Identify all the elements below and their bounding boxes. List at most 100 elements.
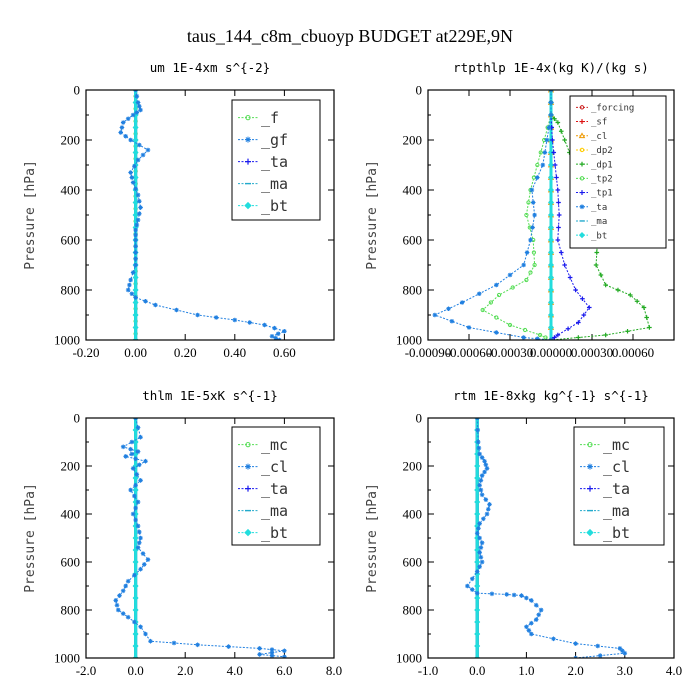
legend-marker (579, 119, 585, 124)
legend: _mc _cl _ta _ma _bt (231, 426, 321, 546)
series-tp2 (480, 90, 554, 340)
legend-marker (579, 161, 585, 167)
data-point (547, 274, 555, 281)
data-point (137, 198, 142, 204)
y-tick-label: 800 (61, 283, 81, 298)
data-point (580, 296, 585, 302)
y-tick-label: 1000 (54, 333, 80, 348)
legend-marker (578, 232, 586, 239)
data-point (132, 299, 139, 306)
data-point (529, 187, 535, 193)
data-point (524, 277, 529, 283)
data-point (546, 125, 552, 130)
data-point (474, 558, 481, 566)
data-point (634, 298, 640, 304)
data-point (272, 325, 277, 331)
data-point (547, 174, 555, 181)
data-point (135, 192, 141, 198)
data-point (488, 300, 493, 305)
y-tick-label: 200 (403, 133, 423, 148)
data-point (123, 583, 128, 589)
series-bt (132, 90, 139, 340)
x-tick-label: 4.0 (666, 663, 682, 678)
data-point (134, 93, 140, 99)
data-point (130, 112, 136, 118)
data-point (474, 486, 481, 494)
data-point (115, 607, 121, 613)
data-point (474, 630, 481, 638)
data-point (128, 277, 133, 283)
data-point (478, 554, 484, 560)
data-point (511, 592, 517, 598)
data-point (132, 474, 139, 482)
data-point (226, 644, 231, 649)
data-point (137, 540, 142, 546)
data-point (474, 590, 480, 596)
data-point (617, 646, 623, 651)
data-point (465, 583, 470, 589)
data-point (143, 458, 148, 464)
legend-label: _ma (261, 175, 288, 193)
data-point (132, 438, 139, 446)
data-point (647, 325, 652, 330)
data-point (481, 516, 486, 522)
data-point (474, 474, 481, 482)
plot-frame (85, 89, 335, 341)
data-point (544, 137, 550, 143)
data-point (532, 262, 537, 268)
data-point (474, 606, 481, 614)
y-tick-label: 200 (403, 459, 423, 474)
data-point (547, 299, 555, 306)
data-point (478, 545, 484, 550)
data-point (581, 312, 587, 318)
data-point (469, 576, 475, 582)
legend-label: _cl (591, 132, 607, 142)
x-tick-label: 0.00000 (530, 345, 572, 360)
data-point (135, 425, 141, 430)
plot-frame (427, 417, 675, 659)
legend-marker (245, 158, 251, 165)
x-tick-label: 2.0 (177, 663, 193, 678)
plot-frame (427, 89, 675, 341)
data-point (533, 602, 539, 608)
data-point (479, 492, 485, 498)
legend-marker (578, 132, 586, 139)
data-point (598, 272, 604, 278)
data-point (474, 530, 480, 536)
data-point (128, 487, 133, 493)
data-point (138, 566, 143, 572)
data-point (113, 598, 119, 603)
legend-label: _bt (261, 524, 288, 542)
data-point (132, 124, 139, 131)
data-point (140, 152, 146, 158)
legend-marker (579, 190, 585, 195)
data-point (449, 318, 455, 324)
data-point (174, 307, 179, 313)
data-point (132, 558, 139, 566)
x-tick-label: 0.00 (124, 345, 147, 360)
data-point (573, 287, 578, 293)
data-point (132, 286, 139, 294)
data-point (483, 497, 489, 502)
data-point (132, 493, 137, 499)
data-point (125, 287, 131, 293)
data-point (132, 606, 139, 614)
data-point (548, 100, 554, 105)
legend-marker (586, 528, 594, 537)
y-tick-label: 400 (403, 507, 423, 522)
data-point (573, 641, 578, 646)
data-point (474, 569, 480, 574)
y-tick-label: 600 (61, 233, 81, 248)
data-point (504, 592, 510, 597)
legend-label: _mc (603, 436, 630, 454)
legend-label: _gf (261, 131, 288, 149)
x-tick-label: -0.20 (72, 345, 99, 360)
x-tick-label: -2.0 (76, 663, 97, 678)
data-point (213, 315, 219, 320)
data-point (526, 200, 531, 205)
y-tick-label: 0 (416, 83, 423, 98)
data-point (555, 332, 561, 338)
series-cl (465, 418, 628, 658)
data-point (519, 593, 524, 598)
data-point (132, 619, 137, 625)
